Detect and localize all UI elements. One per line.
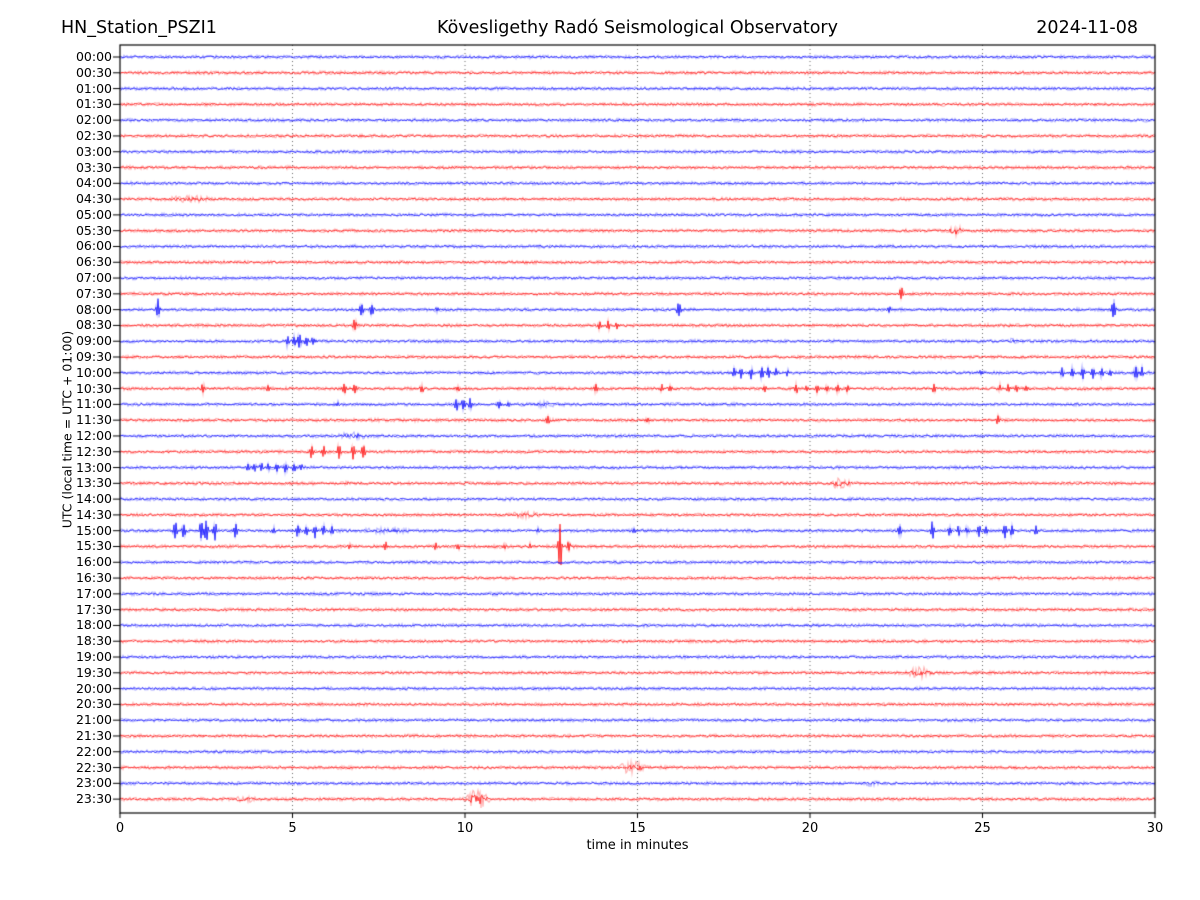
x-tick-label: 10 bbox=[456, 821, 474, 836]
y-tick-label: 17:30 bbox=[75, 601, 112, 617]
y-axis-label: UTC (local time = UTC + 01:00) bbox=[59, 330, 75, 529]
x-tick-label: 30 bbox=[1146, 821, 1164, 836]
x-tick-label: 5 bbox=[288, 821, 297, 836]
x-axis-label: time in minutes bbox=[586, 838, 689, 853]
y-tick-label: 09:00 bbox=[75, 333, 112, 349]
y-tick-label: 09:30 bbox=[75, 349, 112, 364]
y-tick-label: 14:30 bbox=[75, 506, 112, 522]
y-tick-label: 16:00 bbox=[75, 554, 112, 570]
x-tick-label: 25 bbox=[974, 821, 991, 836]
y-tick-label: 08:00 bbox=[75, 301, 112, 317]
y-tick-label: 12:30 bbox=[75, 443, 112, 459]
y-tick-label: 20:30 bbox=[75, 696, 112, 712]
y-tick-label: 15:30 bbox=[75, 538, 112, 554]
y-tick-label: 21:30 bbox=[75, 727, 112, 743]
y-tick-label: 01:30 bbox=[75, 96, 112, 112]
y-tick-label: 02:30 bbox=[75, 127, 112, 143]
y-tick-label: 00:30 bbox=[75, 64, 112, 80]
y-tick-label: 11:00 bbox=[75, 396, 112, 412]
y-tick-label: 18:00 bbox=[75, 617, 112, 633]
y-tick-label: 10:30 bbox=[75, 380, 112, 396]
y-tick-label: 20:00 bbox=[75, 680, 112, 696]
y-tick-label: 07:00 bbox=[75, 270, 112, 286]
y-tick-label: 14:00 bbox=[75, 491, 112, 507]
y-tick-label: 19:00 bbox=[75, 649, 112, 665]
x-tick-label: 15 bbox=[629, 821, 646, 836]
y-tick-label: 23:00 bbox=[75, 775, 112, 791]
y-tick-label: 02:00 bbox=[75, 112, 112, 128]
y-tick-label: 07:30 bbox=[75, 285, 112, 301]
y-tick-label: 06:30 bbox=[75, 254, 112, 270]
y-tick-label: 06:00 bbox=[75, 238, 112, 254]
y-tick-label: 13:00 bbox=[75, 459, 112, 475]
y-tick-label: 04:30 bbox=[75, 191, 112, 207]
y-tick-label: 04:00 bbox=[75, 175, 112, 191]
y-tick-label: 22:00 bbox=[75, 743, 112, 759]
y-tick-label: 01:00 bbox=[75, 80, 112, 96]
y-tick-label: 11:30 bbox=[75, 412, 112, 428]
y-tick-label: 19:30 bbox=[75, 664, 112, 680]
x-tick-label: 20 bbox=[801, 821, 819, 836]
y-tick-label: 18:30 bbox=[75, 633, 112, 649]
y-tick-label: 03:00 bbox=[75, 143, 112, 159]
y-tick-label: 00:00 bbox=[75, 49, 112, 64]
y-tick-label: 05:30 bbox=[75, 222, 112, 238]
y-tick-label: 15:00 bbox=[75, 522, 112, 538]
y-tick-label: 22:30 bbox=[75, 759, 112, 775]
y-tick-label: 13:30 bbox=[75, 475, 112, 491]
y-tick-label: 23:30 bbox=[75, 791, 112, 807]
x-tick-label: 0 bbox=[115, 821, 125, 836]
y-tick-label: 12:00 bbox=[75, 427, 112, 443]
y-tick-label: 05:00 bbox=[75, 206, 112, 222]
y-tick-label: 21:00 bbox=[75, 712, 112, 728]
y-tick-label: 03:30 bbox=[75, 159, 112, 175]
y-tick-label: 10:00 bbox=[75, 364, 112, 380]
y-tick-label: 16:30 bbox=[75, 570, 112, 586]
y-tick-label: 08:30 bbox=[75, 317, 112, 333]
y-tick-label: 17:00 bbox=[75, 585, 112, 601]
